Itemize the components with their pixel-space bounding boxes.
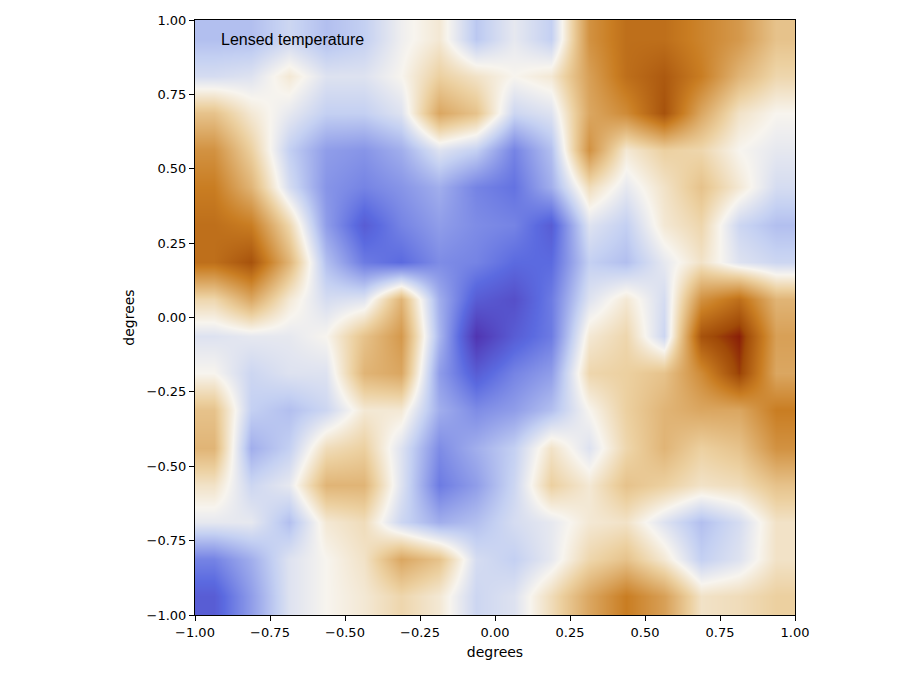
svg-text:0.50: 0.50 — [631, 625, 660, 640]
svg-text:0.00: 0.00 — [157, 310, 186, 325]
svg-text:0.25: 0.25 — [556, 625, 585, 640]
svg-text:−0.25: −0.25 — [400, 625, 440, 640]
svg-text:1.00: 1.00 — [157, 13, 186, 28]
svg-text:1.00: 1.00 — [781, 625, 810, 640]
svg-text:−0.75: −0.75 — [250, 625, 290, 640]
svg-text:−0.50: −0.50 — [147, 459, 187, 474]
svg-text:0.75: 0.75 — [706, 625, 735, 640]
svg-text:−0.25: −0.25 — [147, 384, 187, 399]
svg-text:0.25: 0.25 — [157, 236, 186, 251]
svg-text:−0.75: −0.75 — [147, 533, 187, 548]
svg-text:0.50: 0.50 — [157, 161, 186, 176]
svg-text:degrees: degrees — [467, 644, 523, 660]
svg-text:0.75: 0.75 — [157, 87, 186, 102]
svg-text:0.00: 0.00 — [481, 625, 510, 640]
svg-text:−1.00: −1.00 — [147, 608, 187, 623]
svg-text:−0.50: −0.50 — [325, 625, 365, 640]
svg-text:−1.00: −1.00 — [175, 625, 215, 640]
svg-text:Lensed temperature: Lensed temperature — [221, 31, 364, 48]
svg-text:degrees: degrees — [121, 289, 137, 345]
